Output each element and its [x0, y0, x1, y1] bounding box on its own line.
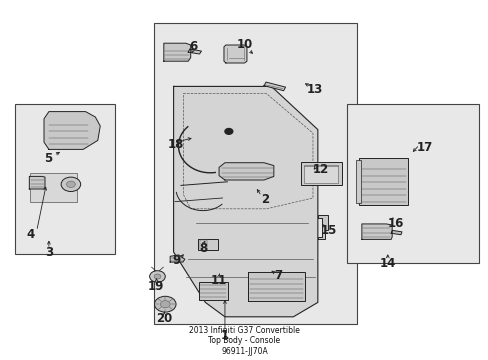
Polygon shape [170, 255, 184, 262]
Text: 1: 1 [221, 329, 228, 342]
Circle shape [154, 274, 161, 279]
Text: 4: 4 [26, 228, 34, 241]
Polygon shape [219, 163, 273, 180]
Text: 15: 15 [320, 224, 336, 237]
Polygon shape [29, 176, 45, 189]
Bar [300, 162, 342, 185]
Circle shape [66, 181, 75, 188]
Polygon shape [361, 224, 391, 239]
Polygon shape [317, 215, 327, 239]
Bar [304, 165, 338, 183]
Polygon shape [390, 230, 401, 235]
Circle shape [154, 296, 176, 312]
Bar [198, 282, 227, 300]
Bar [199, 240, 207, 249]
Text: 13: 13 [305, 83, 322, 96]
Circle shape [149, 271, 165, 282]
Bar [248, 272, 304, 301]
Text: 6: 6 [189, 40, 197, 53]
Bar [198, 239, 217, 250]
Polygon shape [188, 49, 201, 54]
Text: 12: 12 [312, 163, 328, 176]
Text: 18: 18 [167, 138, 184, 150]
Bar [359, 158, 407, 205]
Polygon shape [44, 112, 100, 149]
Bar [30, 173, 77, 202]
Text: 14: 14 [379, 257, 395, 270]
Text: 17: 17 [415, 141, 432, 154]
Polygon shape [224, 45, 246, 63]
Polygon shape [163, 43, 190, 61]
Text: 8: 8 [199, 242, 206, 255]
Bar [154, 23, 356, 324]
Polygon shape [173, 86, 317, 317]
Bar [355, 160, 360, 203]
Text: 11: 11 [210, 274, 227, 287]
Text: 3: 3 [45, 246, 53, 259]
Text: 19: 19 [147, 280, 163, 293]
Text: 2013 Infiniti G37 Convertible
Top Body - Console
96911-JJ70A: 2013 Infiniti G37 Convertible Top Body -… [189, 326, 299, 356]
Text: 9: 9 [172, 255, 180, 267]
Text: 16: 16 [387, 217, 404, 230]
Text: 10: 10 [236, 39, 252, 51]
Polygon shape [264, 82, 285, 91]
Text: 7: 7 [274, 269, 282, 282]
Bar [346, 104, 478, 263]
Text: 5: 5 [44, 152, 52, 165]
Text: 20: 20 [155, 312, 172, 325]
Circle shape [61, 177, 81, 192]
Text: 2: 2 [261, 193, 268, 206]
Circle shape [224, 129, 232, 134]
Bar [15, 104, 115, 254]
Circle shape [160, 301, 170, 308]
